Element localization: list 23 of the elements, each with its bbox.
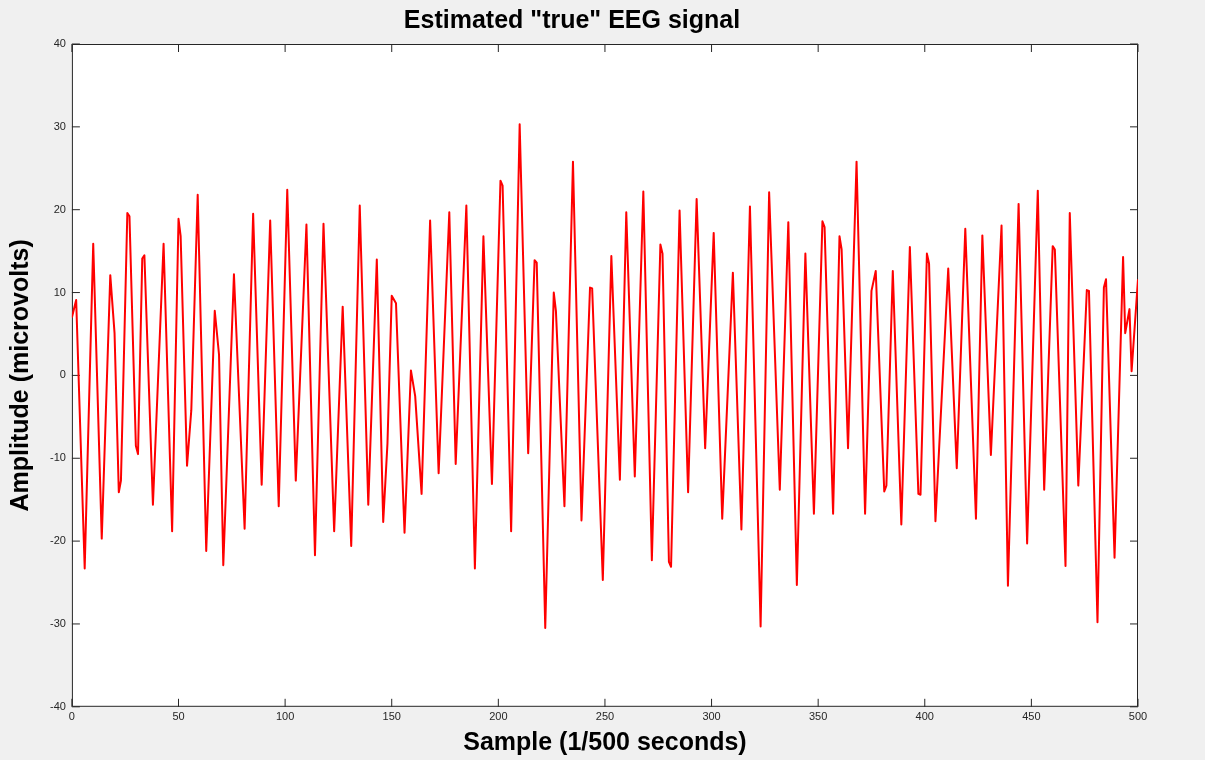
x-tick-label: 450	[1022, 710, 1041, 723]
y-tick-label: -10	[49, 451, 66, 464]
x-tick-label: 400	[915, 710, 934, 723]
x-tick-label: 0	[68, 710, 75, 723]
x-tick-label: 200	[489, 710, 508, 723]
y-tick-label: 20	[53, 202, 66, 215]
y-tick-label: -40	[49, 699, 66, 712]
y-tick-label: 40	[53, 37, 66, 50]
y-tick-label: 10	[53, 285, 66, 298]
y-tick-label: -30	[49, 616, 66, 629]
y-axis-title: Amplitude (microvolts)	[4, 239, 33, 512]
chart-title: Estimated "true" EEG signal	[403, 4, 741, 33]
x-tick-label: 350	[808, 710, 828, 723]
x-tick-label: 250	[595, 710, 615, 723]
y-tick-label: 30	[53, 119, 66, 132]
y-tick-label: -20	[49, 534, 66, 547]
x-tick-label: 300	[702, 710, 721, 723]
x-tick-label: 150	[382, 710, 401, 723]
x-tick-label: 50	[172, 710, 185, 723]
y-tick-label: 0	[59, 368, 66, 381]
x-tick-label: 100	[275, 710, 295, 723]
x-axis-title: Sample (1/500 seconds)	[463, 726, 747, 755]
x-tick-label: 500	[1128, 710, 1148, 723]
